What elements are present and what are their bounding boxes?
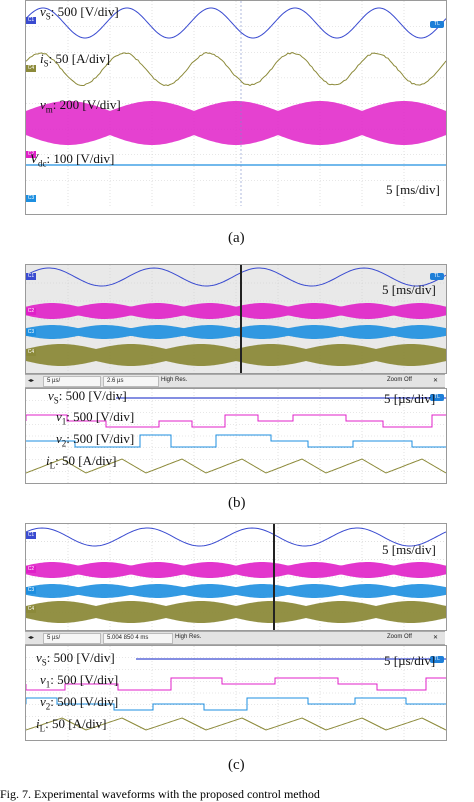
acquisition-mode[interactable]: High Res. — [161, 377, 187, 383]
scope-panel-b-zoom: TL vS: 500 [V/div] v1: 500 [V/div] v2: 5… — [25, 388, 447, 484]
channel-chip-c4[interactable]: C4 — [26, 349, 36, 356]
trace-il — [26, 344, 446, 366]
figure-caption-fragment: Fig. 7. Experimental waveforms with the … — [0, 787, 474, 802]
channel-chip-c2[interactable]: C2 — [26, 308, 36, 315]
arrows-icon[interactable]: ◂▸ — [28, 377, 34, 384]
trace-v2 — [26, 584, 446, 598]
waveform-overview-c — [26, 524, 446, 630]
position-field[interactable]: 2.6 µs — [103, 376, 159, 387]
zoom-off-button[interactable]: Zoom Off — [387, 634, 412, 640]
arrows-icon[interactable]: ◂▸ — [28, 634, 34, 641]
label-il: iL: 50 [A/div] — [36, 716, 107, 734]
label-vs: vS: 500 [V/div] — [48, 388, 127, 406]
trace-il — [26, 601, 446, 623]
channel-chip-c4[interactable]: C4 — [26, 606, 36, 613]
label-vs: vS: 500 [V/div] — [36, 650, 115, 668]
zoom-toolbar-c: ◂▸ 5 µs/ 5.004 850 4 ms High Res. Zoom O… — [25, 631, 445, 645]
label-v2: v2: 500 [V/div] — [40, 694, 118, 712]
label-timebase-a: 5 [ms/div] — [386, 182, 440, 198]
channel-chip-c2[interactable]: C2 — [26, 566, 36, 573]
close-icon[interactable]: ✕ — [433, 634, 438, 641]
scope-panel-c-zoom: TL vS: 500 [V/div] v1: 500 [V/div] v2: 5… — [25, 645, 447, 741]
channel-chip-c1[interactable]: C1 — [26, 532, 36, 539]
timebase-field[interactable]: 5 µs/ — [43, 633, 101, 644]
label-v1: v1: 500 [V/div] — [40, 672, 118, 690]
scope-panel-b-overview: C1 C2 C3 C4 TL 5 [ms/div] — [25, 264, 447, 374]
label-timebase-overview-c: 5 [ms/div] — [382, 542, 436, 558]
channel-chip-c3[interactable]: C3 — [26, 587, 36, 594]
channel-chip-c1[interactable]: C1 — [26, 273, 36, 280]
scope-panel-c-overview: C1 C2 C3 C4 5 [ms/div] — [25, 523, 447, 631]
label-timebase-zoom-b: 5 [µs/div] — [384, 391, 435, 407]
channel-chip-c3[interactable]: C3 — [26, 195, 36, 202]
caption-b: (b) — [228, 495, 246, 512]
label-vs: vS: 500 [V/div] — [40, 4, 119, 22]
scope-panel-a: C1 C4 C2 C3 TL vS: 500 [V/div] iS: 50 [A… — [25, 0, 447, 215]
label-v2: v2: 500 [V/div] — [56, 431, 134, 449]
label-vm: vm: 200 [V/div] — [40, 97, 121, 115]
channel-chip-c4[interactable]: C4 — [26, 65, 36, 72]
caption-a: (a) — [228, 230, 245, 247]
close-icon[interactable]: ✕ — [433, 377, 438, 384]
channel-chip-c1[interactable]: C1 — [26, 17, 36, 24]
label-timebase-overview-b: 5 [ms/div] — [382, 282, 436, 298]
position-field[interactable]: 5.004 850 4 ms — [103, 633, 173, 644]
label-vdc: Vdc: 100 [V/div] — [30, 151, 114, 169]
channel-chip-c3[interactable]: C3 — [26, 329, 36, 336]
zoom-toolbar-b: ◂▸ 5 µs/ 2.6 µs High Res. Zoom Off ✕ — [25, 374, 445, 388]
label-il: iL: 50 [A/div] — [46, 453, 117, 471]
trigger-level-badge[interactable]: TL — [430, 273, 444, 280]
acquisition-mode[interactable]: High Res. — [175, 634, 201, 640]
caption-c: (c) — [228, 757, 245, 774]
label-is: iS: 50 [A/div] — [40, 51, 110, 69]
label-v1: v1: 500 [V/div] — [56, 409, 134, 427]
zoom-off-button[interactable]: Zoom Off — [387, 377, 412, 383]
timebase-field[interactable]: 5 µs/ — [43, 376, 101, 387]
trigger-level-badge[interactable]: TL — [430, 21, 444, 28]
label-timebase-zoom-c: 5 [µs/div] — [384, 653, 435, 669]
